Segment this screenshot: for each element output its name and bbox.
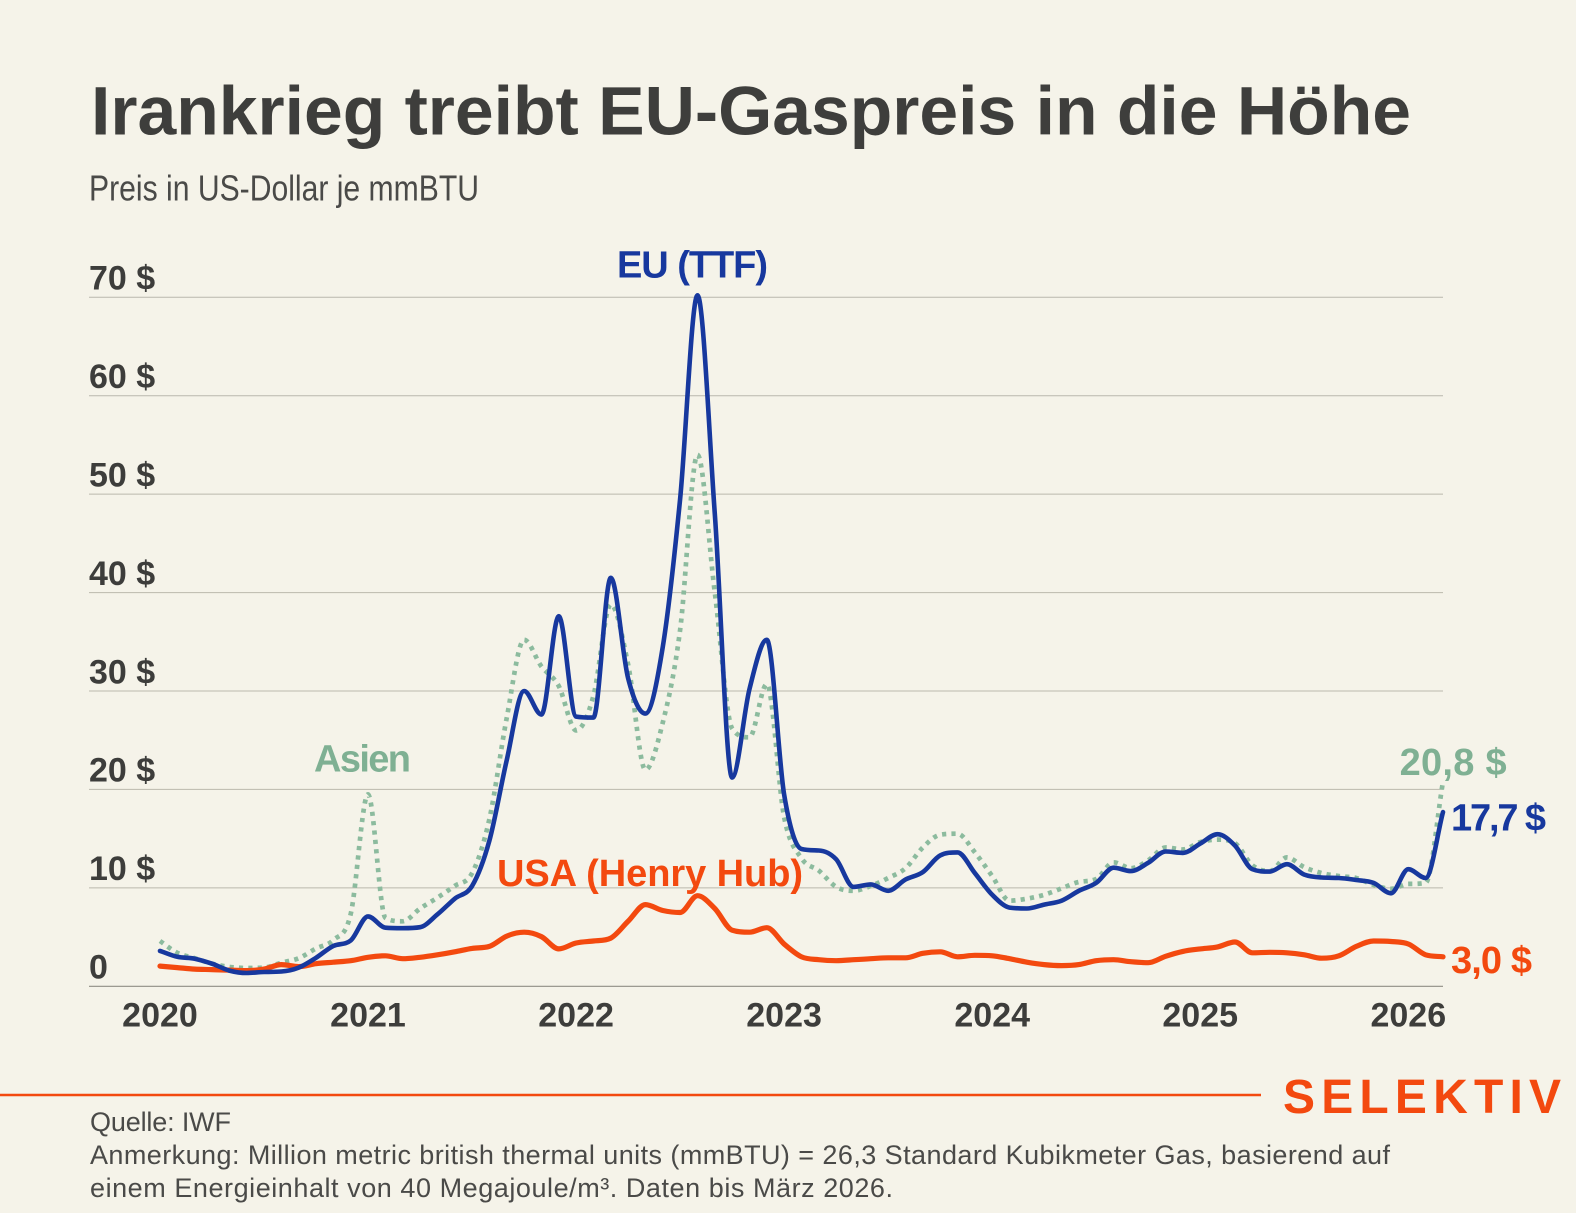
- svg-text:EU (TTF): EU (TTF): [617, 245, 768, 287]
- svg-text:60 $: 60 $: [89, 358, 155, 396]
- svg-text:17,7 $: 17,7 $: [1451, 798, 1546, 840]
- svg-text:70 $: 70 $: [89, 260, 155, 298]
- svg-text:0: 0: [89, 949, 108, 987]
- svg-text:2025: 2025: [1162, 997, 1238, 1035]
- svg-text:einem Energieinhalt von 40 Meg: einem Energieinhalt von 40 Megajoule/m³.…: [90, 1173, 893, 1203]
- svg-text:Irankrieg treibt EU-Gaspreis i: Irankrieg treibt EU-Gaspreis in die Höhe: [91, 73, 1411, 150]
- svg-text:Preis in US-Dollar je mmBTU: Preis in US-Dollar je mmBTU: [89, 168, 479, 209]
- svg-text:20,8 $: 20,8 $: [1400, 742, 1507, 784]
- svg-text:Anmerkung: Million metric brit: Anmerkung: Million metric british therma…: [90, 1140, 1390, 1170]
- svg-text:USA (Henry Hub): USA (Henry Hub): [497, 853, 803, 895]
- svg-text:2026: 2026: [1370, 997, 1446, 1035]
- svg-text:2020: 2020: [122, 997, 198, 1035]
- svg-text:20 $: 20 $: [89, 752, 155, 790]
- svg-text:2023: 2023: [746, 997, 822, 1035]
- svg-text:2022: 2022: [538, 997, 614, 1035]
- svg-text:2024: 2024: [954, 997, 1030, 1035]
- svg-text:SELEKTIV: SELEKTIV: [1283, 1071, 1561, 1124]
- svg-text:Asien: Asien: [314, 739, 411, 781]
- svg-text:10 $: 10 $: [89, 850, 155, 888]
- svg-text:Quelle: IWF: Quelle: IWF: [90, 1107, 231, 1137]
- svg-text:2021: 2021: [330, 997, 406, 1035]
- svg-text:3,0 $: 3,0 $: [1451, 940, 1532, 982]
- svg-text:40 $: 40 $: [89, 555, 155, 593]
- svg-text:50 $: 50 $: [89, 456, 155, 494]
- svg-text:30 $: 30 $: [89, 653, 155, 691]
